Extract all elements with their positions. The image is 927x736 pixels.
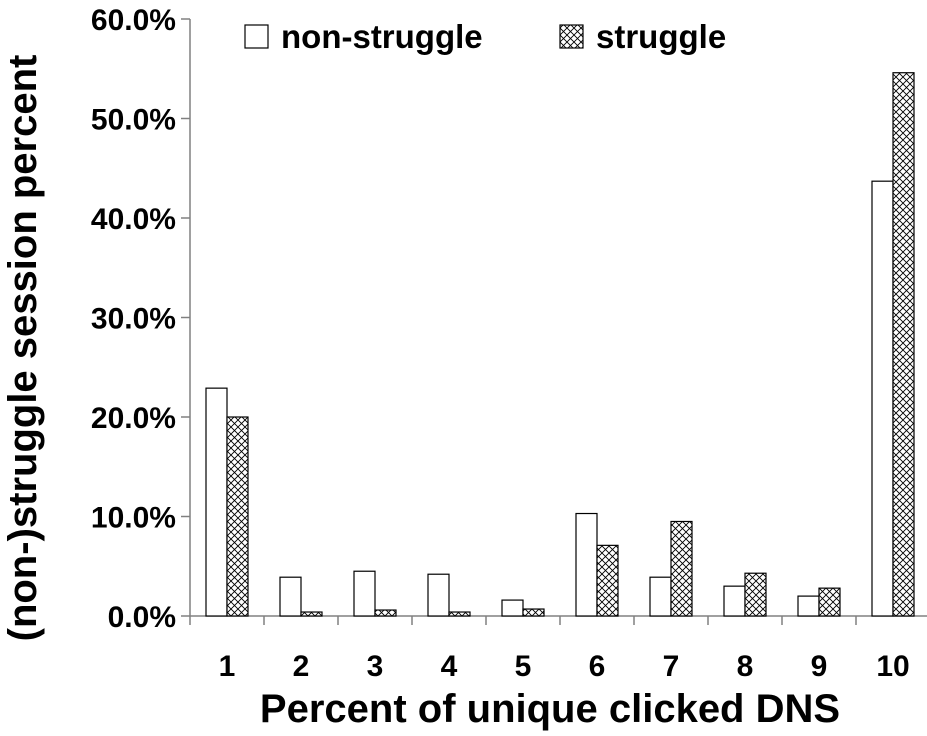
x-tick-label: 10 [876, 650, 909, 683]
non-struggle-bar-6 [575, 512, 598, 617]
y-tick-label: 40.0% [91, 203, 176, 236]
y-tick-label: 60.0% [91, 4, 176, 37]
struggle-bar-9 [818, 587, 841, 617]
struggle-bar-5 [522, 608, 545, 617]
x-tick-label: 9 [811, 650, 828, 683]
x-tick-label: 5 [515, 650, 532, 683]
x-tick-label: 1 [219, 650, 236, 683]
x-tick-label: 8 [737, 650, 754, 683]
legend-swatch-struggle [559, 24, 584, 49]
x-tick-label: 6 [589, 650, 606, 683]
non-struggle-bar-8 [723, 585, 746, 617]
y-tick-label: 30.0% [91, 303, 176, 336]
non-struggle-bar-10 [871, 180, 894, 617]
y-tick-label: 0.0% [108, 601, 176, 634]
x-tick-label: 3 [367, 650, 384, 683]
legend-label-non-struggle: non-struggle [281, 18, 483, 55]
struggle-bar-4 [448, 611, 471, 617]
struggle-bar-8 [744, 572, 767, 617]
y-tick-label: 20.0% [91, 402, 176, 435]
x-axis-title: Percent of unique clicked DNS [260, 687, 840, 731]
non-struggle-bar-1 [205, 387, 228, 617]
x-axis: 1 2 3 4 5 6 7 8 9 10 [189, 615, 927, 683]
x-tick-label: 4 [441, 650, 458, 683]
struggle-bar-6 [596, 544, 619, 617]
y-axis-title: (non-)struggle session percent [1, 55, 45, 642]
legend-label-struggle: struggle [596, 18, 726, 55]
struggle-bar-3 [374, 609, 397, 617]
x-tick-label: 7 [663, 650, 680, 683]
struggle-bar-7 [670, 520, 693, 617]
struggle-bar-1 [226, 416, 249, 617]
non-struggle-bar-2 [279, 576, 302, 617]
struggle-bar-2 [300, 611, 323, 617]
non-struggle-bar-7 [649, 576, 672, 617]
bars [205, 72, 915, 617]
y-tick-label: 50.0% [91, 104, 176, 137]
non-struggle-bar-3 [353, 570, 376, 617]
y-tick-label: 10.0% [91, 502, 176, 535]
non-struggle-bar-4 [427, 573, 450, 617]
legend: non-struggle struggle [244, 18, 726, 55]
x-tick-label: 2 [293, 650, 310, 683]
non-struggle-bar-5 [501, 599, 524, 617]
non-struggle-bar-9 [797, 595, 820, 617]
y-axis: 0.0% 10.0% 20.0% 30.0% 40.0% 50.0% 60.0% [91, 4, 191, 634]
struggle-bar-10 [892, 72, 915, 617]
legend-swatch-non-struggle [244, 24, 269, 49]
